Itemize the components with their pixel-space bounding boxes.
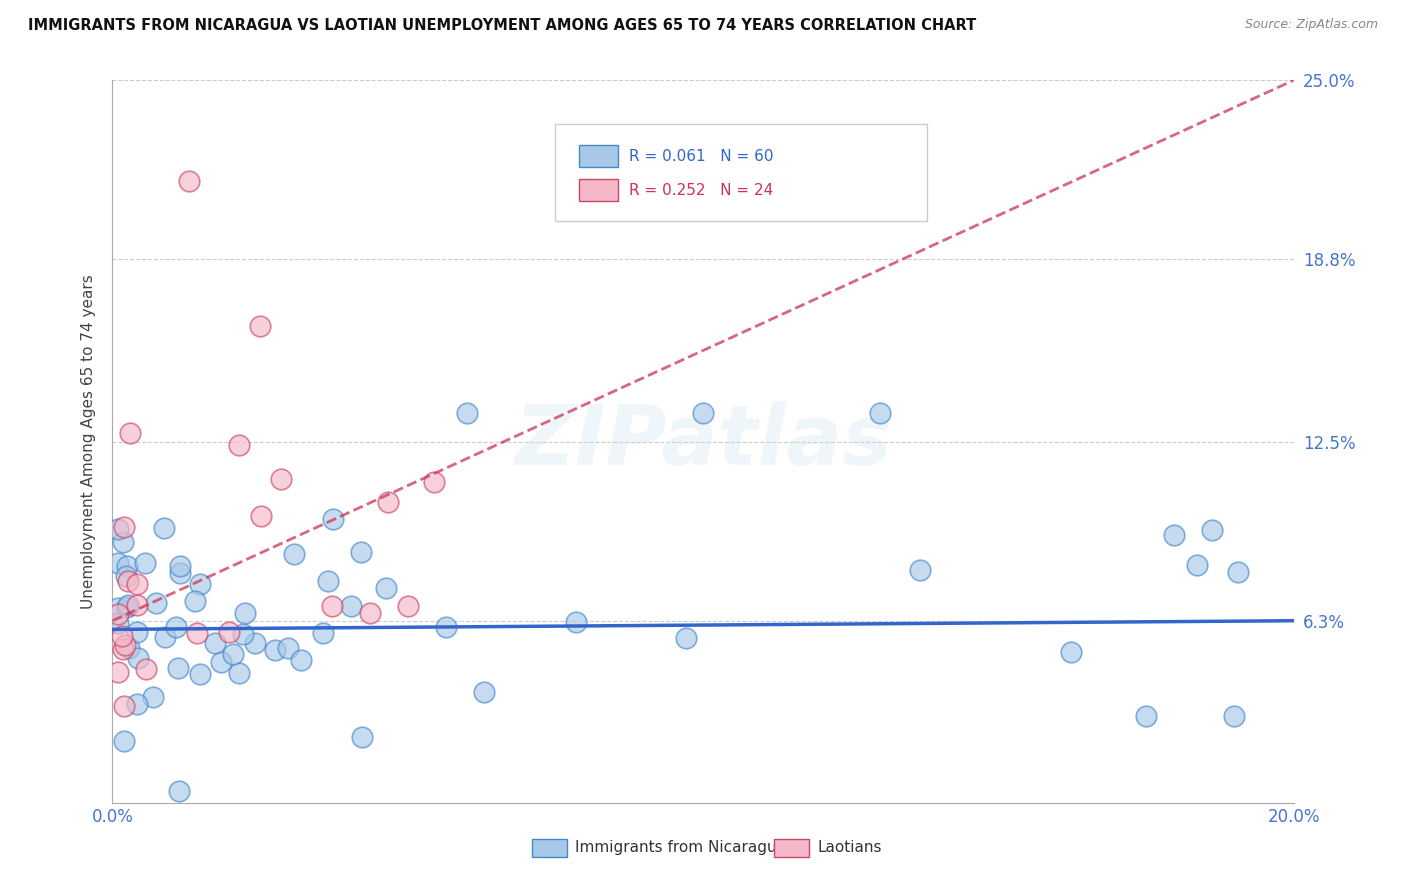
Point xyxy=(249,318,271,333)
Point xyxy=(277,641,299,656)
Point xyxy=(316,574,339,588)
Point xyxy=(233,607,256,621)
Point xyxy=(115,600,138,615)
FancyBboxPatch shape xyxy=(773,838,810,857)
FancyBboxPatch shape xyxy=(579,145,619,167)
FancyBboxPatch shape xyxy=(555,124,928,221)
Text: R = 0.061   N = 60: R = 0.061 N = 60 xyxy=(628,149,773,163)
Point xyxy=(118,640,141,655)
Point xyxy=(117,599,139,613)
Point xyxy=(321,599,343,613)
Point xyxy=(114,638,136,652)
Point xyxy=(375,582,398,596)
Point xyxy=(142,690,165,704)
Point xyxy=(350,545,373,559)
Point xyxy=(869,406,891,420)
Point xyxy=(135,662,157,676)
Point xyxy=(183,593,205,607)
Point xyxy=(125,599,148,613)
Point xyxy=(107,665,129,679)
Point xyxy=(423,475,446,489)
Y-axis label: Unemployment Among Ages 65 to 74 years: Unemployment Among Ages 65 to 74 years xyxy=(80,274,96,609)
Point xyxy=(153,630,176,644)
Point xyxy=(436,620,458,634)
Point xyxy=(166,660,188,674)
Text: Source: ZipAtlas.com: Source: ZipAtlas.com xyxy=(1244,18,1378,31)
Text: R = 0.252   N = 24: R = 0.252 N = 24 xyxy=(628,183,773,198)
Point xyxy=(456,406,478,420)
Point xyxy=(232,626,254,640)
Point xyxy=(221,647,243,661)
Text: IMMIGRANTS FROM NICARAGUA VS LAOTIAN UNEMPLOYMENT AMONG AGES 65 TO 74 YEARS CORR: IMMIGRANTS FROM NICARAGUA VS LAOTIAN UNE… xyxy=(28,18,976,33)
Point xyxy=(107,607,129,622)
Point xyxy=(283,548,305,562)
Point xyxy=(165,620,187,634)
Point xyxy=(359,606,381,620)
Point xyxy=(112,519,135,533)
Point xyxy=(211,656,233,670)
Point xyxy=(249,508,271,523)
Point xyxy=(1163,528,1185,542)
Point xyxy=(145,596,167,610)
Point xyxy=(218,625,240,640)
Point xyxy=(322,512,344,526)
Point xyxy=(264,643,287,657)
Point xyxy=(396,599,419,614)
Point xyxy=(186,625,208,640)
Point xyxy=(472,685,495,699)
Point xyxy=(125,697,148,711)
Point xyxy=(1060,645,1083,659)
Point xyxy=(352,731,374,745)
Point xyxy=(115,559,138,574)
Point xyxy=(117,574,139,588)
Point xyxy=(1135,709,1157,723)
Point xyxy=(1201,523,1223,537)
Point xyxy=(340,599,363,613)
Text: Immigrants from Nicaragua: Immigrants from Nicaragua xyxy=(575,840,786,855)
Point xyxy=(1223,709,1246,723)
Point xyxy=(377,495,399,509)
Point xyxy=(169,559,191,574)
Point xyxy=(111,628,134,642)
Point xyxy=(169,566,191,580)
Point xyxy=(112,535,135,549)
Point xyxy=(204,636,226,650)
Point xyxy=(190,667,212,681)
Point xyxy=(107,616,129,631)
Text: Laotians: Laotians xyxy=(817,840,882,855)
Point xyxy=(1185,558,1208,572)
Point xyxy=(167,784,190,798)
Point xyxy=(312,626,335,640)
Point xyxy=(1226,565,1249,579)
Text: ZIPatlas: ZIPatlas xyxy=(515,401,891,482)
Point xyxy=(692,406,714,420)
Point xyxy=(152,521,174,535)
Point xyxy=(114,569,136,583)
Point xyxy=(290,653,312,667)
Point xyxy=(111,642,134,657)
Point xyxy=(188,577,211,591)
Point xyxy=(112,698,135,713)
Point xyxy=(127,576,149,591)
Point xyxy=(270,472,292,486)
Point xyxy=(243,636,266,650)
Point xyxy=(107,523,129,537)
Point xyxy=(228,666,250,681)
Point xyxy=(107,601,129,615)
Point xyxy=(127,651,149,665)
Point xyxy=(228,437,250,451)
FancyBboxPatch shape xyxy=(531,838,567,857)
Point xyxy=(120,425,142,440)
Point xyxy=(107,557,129,571)
Point xyxy=(908,563,931,577)
Point xyxy=(179,174,201,188)
Point xyxy=(134,556,156,570)
Point xyxy=(564,615,586,629)
Point xyxy=(675,632,697,646)
FancyBboxPatch shape xyxy=(579,179,619,201)
Point xyxy=(114,733,136,747)
Point xyxy=(125,625,148,640)
